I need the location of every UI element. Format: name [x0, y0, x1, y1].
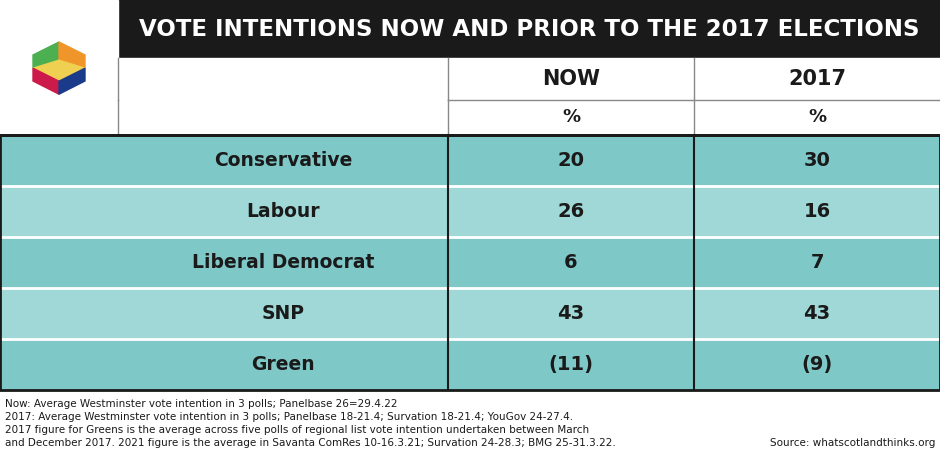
Text: SNP: SNP [261, 304, 305, 323]
Polygon shape [33, 42, 59, 68]
Polygon shape [33, 60, 85, 81]
Text: 2017: 2017 [788, 69, 846, 89]
Text: 7: 7 [810, 253, 823, 272]
Text: 2017: Average Westminster vote intention in 3 polls; Panelbase 18-21.4; Survatio: 2017: Average Westminster vote intention… [5, 412, 573, 422]
Text: 30: 30 [804, 151, 830, 170]
Text: %: % [562, 109, 580, 126]
Bar [118, 58, 940, 100]
Bar [0, 135, 940, 390]
Text: 6: 6 [564, 253, 578, 272]
Bar [0, 186, 940, 237]
Text: 16: 16 [804, 202, 831, 221]
Bar [0, 135, 940, 186]
Text: Source: whatscotlandthinks.org: Source: whatscotlandthinks.org [770, 438, 935, 448]
Text: 2017 figure for Greens is the average across five polls of regional list vote in: 2017 figure for Greens is the average ac… [5, 425, 589, 435]
Text: NOW: NOW [542, 69, 600, 89]
Text: and December 2017. 2021 figure is the average in Savanta ComRes 10-16.3.21; Surv: and December 2017. 2021 figure is the av… [5, 438, 616, 448]
Bar [0, 0, 940, 58]
Bar [0, 58, 118, 135]
Text: Now: Average Westminster vote intention in 3 polls; Panelbase 26=29.4.22: Now: Average Westminster vote intention … [5, 399, 398, 409]
Text: 26: 26 [557, 202, 585, 221]
Text: (9): (9) [802, 355, 833, 374]
Text: 43: 43 [557, 304, 585, 323]
Polygon shape [59, 68, 85, 94]
Text: 43: 43 [804, 304, 831, 323]
Polygon shape [33, 68, 59, 94]
Polygon shape [59, 42, 85, 68]
Text: Green: Green [251, 355, 315, 374]
Text: VOTE INTENTIONS NOW AND PRIOR TO THE 2017 ELECTIONS: VOTE INTENTIONS NOW AND PRIOR TO THE 201… [139, 17, 919, 41]
Text: Conservative: Conservative [213, 151, 352, 170]
Bar [0, 100, 940, 135]
Bar [0, 0, 118, 58]
Bar [0, 339, 940, 390]
Bar [0, 237, 940, 288]
Bar [0, 288, 940, 339]
Text: (11): (11) [549, 355, 593, 374]
Text: %: % [808, 109, 826, 126]
Text: 20: 20 [557, 151, 585, 170]
Text: Liberal Democrat: Liberal Democrat [192, 253, 374, 272]
Text: Labour: Labour [246, 202, 320, 221]
